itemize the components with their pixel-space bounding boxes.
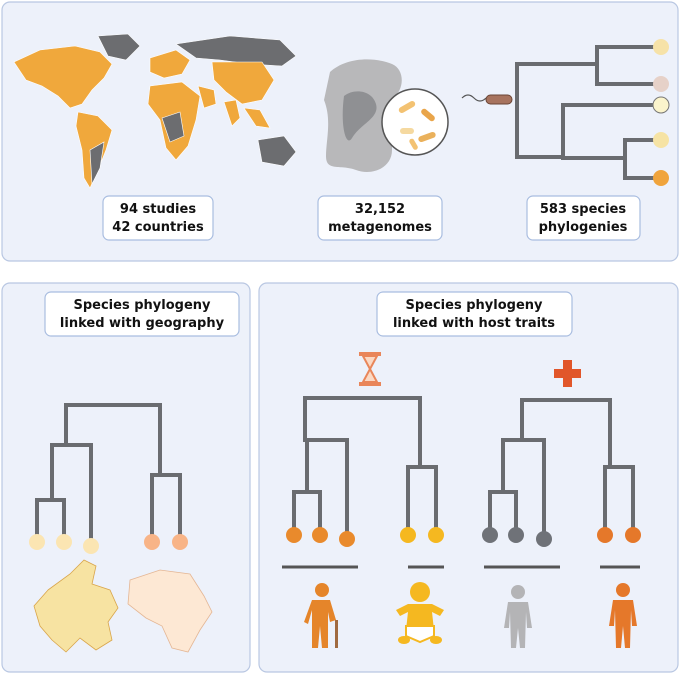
hourglass-icon-part xyxy=(361,355,379,383)
world-map-part xyxy=(197,85,217,109)
baby-icon-part xyxy=(396,604,444,630)
top-phylogeny-part xyxy=(515,45,662,180)
geography-phylogeny-part xyxy=(35,403,182,547)
world-map-part xyxy=(161,111,185,143)
baby-icon-part xyxy=(410,582,430,602)
leaf xyxy=(653,39,669,55)
leaf xyxy=(508,527,524,543)
health-phylogeny-part xyxy=(488,398,635,539)
world-map-part xyxy=(243,107,271,129)
world-map-part xyxy=(211,61,275,105)
leaf xyxy=(312,527,328,543)
elderly-icon xyxy=(304,583,338,648)
leaf xyxy=(428,527,444,543)
age-phylogeny xyxy=(286,396,444,547)
europe-map xyxy=(33,559,119,653)
leaf xyxy=(653,170,669,186)
hourglass-icon-part xyxy=(359,352,381,356)
top-phylogeny xyxy=(461,39,670,186)
leaf xyxy=(29,534,45,550)
stat-label: 32,152 xyxy=(355,202,405,217)
world-map-part xyxy=(223,99,241,127)
label-box xyxy=(102,195,214,241)
leaf xyxy=(653,132,669,148)
leaf xyxy=(625,527,641,543)
leaf xyxy=(597,527,613,543)
world-map-part xyxy=(175,35,297,67)
world-map-part xyxy=(97,33,141,61)
leaf xyxy=(172,534,188,550)
stat-label: phylogenies xyxy=(539,220,628,235)
adult-icon-part xyxy=(504,602,532,648)
elderly-icon-part xyxy=(335,620,338,648)
world-map-part xyxy=(13,45,113,109)
flagellum xyxy=(461,94,487,102)
stat-label: metagenomes xyxy=(328,220,432,235)
world-map xyxy=(13,33,297,189)
bacterium xyxy=(409,138,418,150)
baby-icon-part xyxy=(398,636,410,644)
leaf xyxy=(652,96,670,114)
bacterium xyxy=(418,131,436,143)
baby-icon-part xyxy=(430,636,442,644)
leaf xyxy=(536,531,552,547)
adult-icon-part xyxy=(609,600,637,648)
leaf xyxy=(653,76,669,92)
baby-icon xyxy=(396,582,444,644)
adult-icon xyxy=(609,583,637,648)
hourglass-icon xyxy=(359,352,381,386)
label-box xyxy=(526,195,641,241)
panel-title: linked with host traits xyxy=(393,316,555,331)
bacterium xyxy=(485,94,513,105)
world-map-part xyxy=(149,49,191,79)
label-box xyxy=(317,195,443,241)
leaf xyxy=(56,534,72,550)
gut-fold xyxy=(342,91,377,141)
stat-label: 583 species xyxy=(540,202,627,217)
panel-title: Species phylogeny xyxy=(405,298,543,313)
geography-phylogeny xyxy=(29,403,188,554)
health-phylogeny xyxy=(482,398,641,547)
health-icon xyxy=(554,360,581,387)
stat-label: 42 countries xyxy=(112,220,204,235)
leaf xyxy=(286,527,302,543)
africa-map xyxy=(127,569,213,653)
bacterium xyxy=(398,101,416,114)
panel-title: Species phylogeny xyxy=(73,298,211,313)
leaf xyxy=(482,527,498,543)
age-phylogeny-part xyxy=(292,396,438,539)
world-map-part xyxy=(89,141,105,186)
leaf xyxy=(144,534,160,550)
bacterium xyxy=(400,128,414,134)
adult-icon xyxy=(504,585,532,648)
leaf xyxy=(339,531,355,547)
title-box xyxy=(376,291,573,337)
stat-label: 94 studies xyxy=(120,202,196,217)
elderly-icon-part xyxy=(315,583,329,597)
gut-illustration xyxy=(324,59,449,172)
baby-icon-part xyxy=(405,625,435,644)
adult-icon-part xyxy=(511,585,525,599)
leaf xyxy=(83,538,99,554)
leaf xyxy=(400,527,416,543)
elderly-icon-part xyxy=(304,600,336,648)
world-map-part xyxy=(257,135,297,167)
panel-title: linked with geography xyxy=(60,316,225,331)
hourglass-icon-part xyxy=(359,382,381,386)
bacterium xyxy=(421,108,435,122)
adult-icon-part xyxy=(616,583,630,597)
title-box xyxy=(44,291,240,337)
